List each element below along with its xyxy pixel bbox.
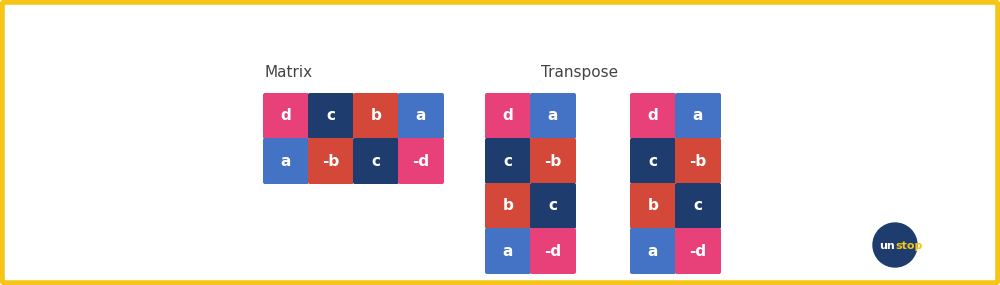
FancyBboxPatch shape [308, 138, 354, 184]
Text: -b: -b [689, 154, 707, 168]
Text: c: c [648, 154, 658, 168]
Text: -d: -d [544, 243, 562, 258]
Text: a: a [548, 109, 558, 123]
Text: a: a [416, 109, 426, 123]
FancyBboxPatch shape [530, 183, 576, 229]
Text: c: c [694, 198, 702, 213]
Circle shape [873, 223, 917, 267]
FancyBboxPatch shape [530, 138, 576, 184]
Text: un: un [879, 241, 895, 251]
FancyBboxPatch shape [485, 138, 531, 184]
FancyBboxPatch shape [630, 93, 676, 139]
Text: d: d [648, 109, 658, 123]
FancyBboxPatch shape [675, 183, 721, 229]
Text: -b: -b [322, 154, 340, 168]
Text: a: a [503, 243, 513, 258]
FancyBboxPatch shape [530, 93, 576, 139]
FancyBboxPatch shape [630, 228, 676, 274]
FancyBboxPatch shape [630, 138, 676, 184]
Text: a: a [693, 109, 703, 123]
Text: d: d [503, 109, 513, 123]
FancyBboxPatch shape [485, 183, 531, 229]
Text: c: c [326, 109, 336, 123]
FancyBboxPatch shape [263, 93, 309, 139]
Text: Matrix: Matrix [265, 65, 313, 80]
FancyBboxPatch shape [263, 138, 309, 184]
Text: Transpose: Transpose [541, 65, 619, 80]
FancyBboxPatch shape [485, 93, 531, 139]
FancyBboxPatch shape [398, 93, 444, 139]
FancyBboxPatch shape [353, 138, 399, 184]
Text: -b: -b [544, 154, 562, 168]
Text: d: d [281, 109, 291, 123]
Text: c: c [504, 154, 512, 168]
Text: b: b [648, 198, 658, 213]
Text: stop: stop [895, 241, 922, 251]
FancyBboxPatch shape [675, 93, 721, 139]
Text: -d: -d [689, 243, 707, 258]
Text: b: b [503, 198, 513, 213]
Text: -d: -d [412, 154, 430, 168]
FancyBboxPatch shape [675, 228, 721, 274]
Text: a: a [281, 154, 291, 168]
Text: c: c [548, 198, 558, 213]
Text: b: b [371, 109, 381, 123]
FancyBboxPatch shape [308, 93, 354, 139]
FancyBboxPatch shape [485, 228, 531, 274]
Text: a: a [648, 243, 658, 258]
FancyBboxPatch shape [530, 228, 576, 274]
FancyBboxPatch shape [675, 138, 721, 184]
FancyBboxPatch shape [398, 138, 444, 184]
FancyBboxPatch shape [630, 183, 676, 229]
FancyBboxPatch shape [353, 93, 399, 139]
Text: c: c [372, 154, 380, 168]
